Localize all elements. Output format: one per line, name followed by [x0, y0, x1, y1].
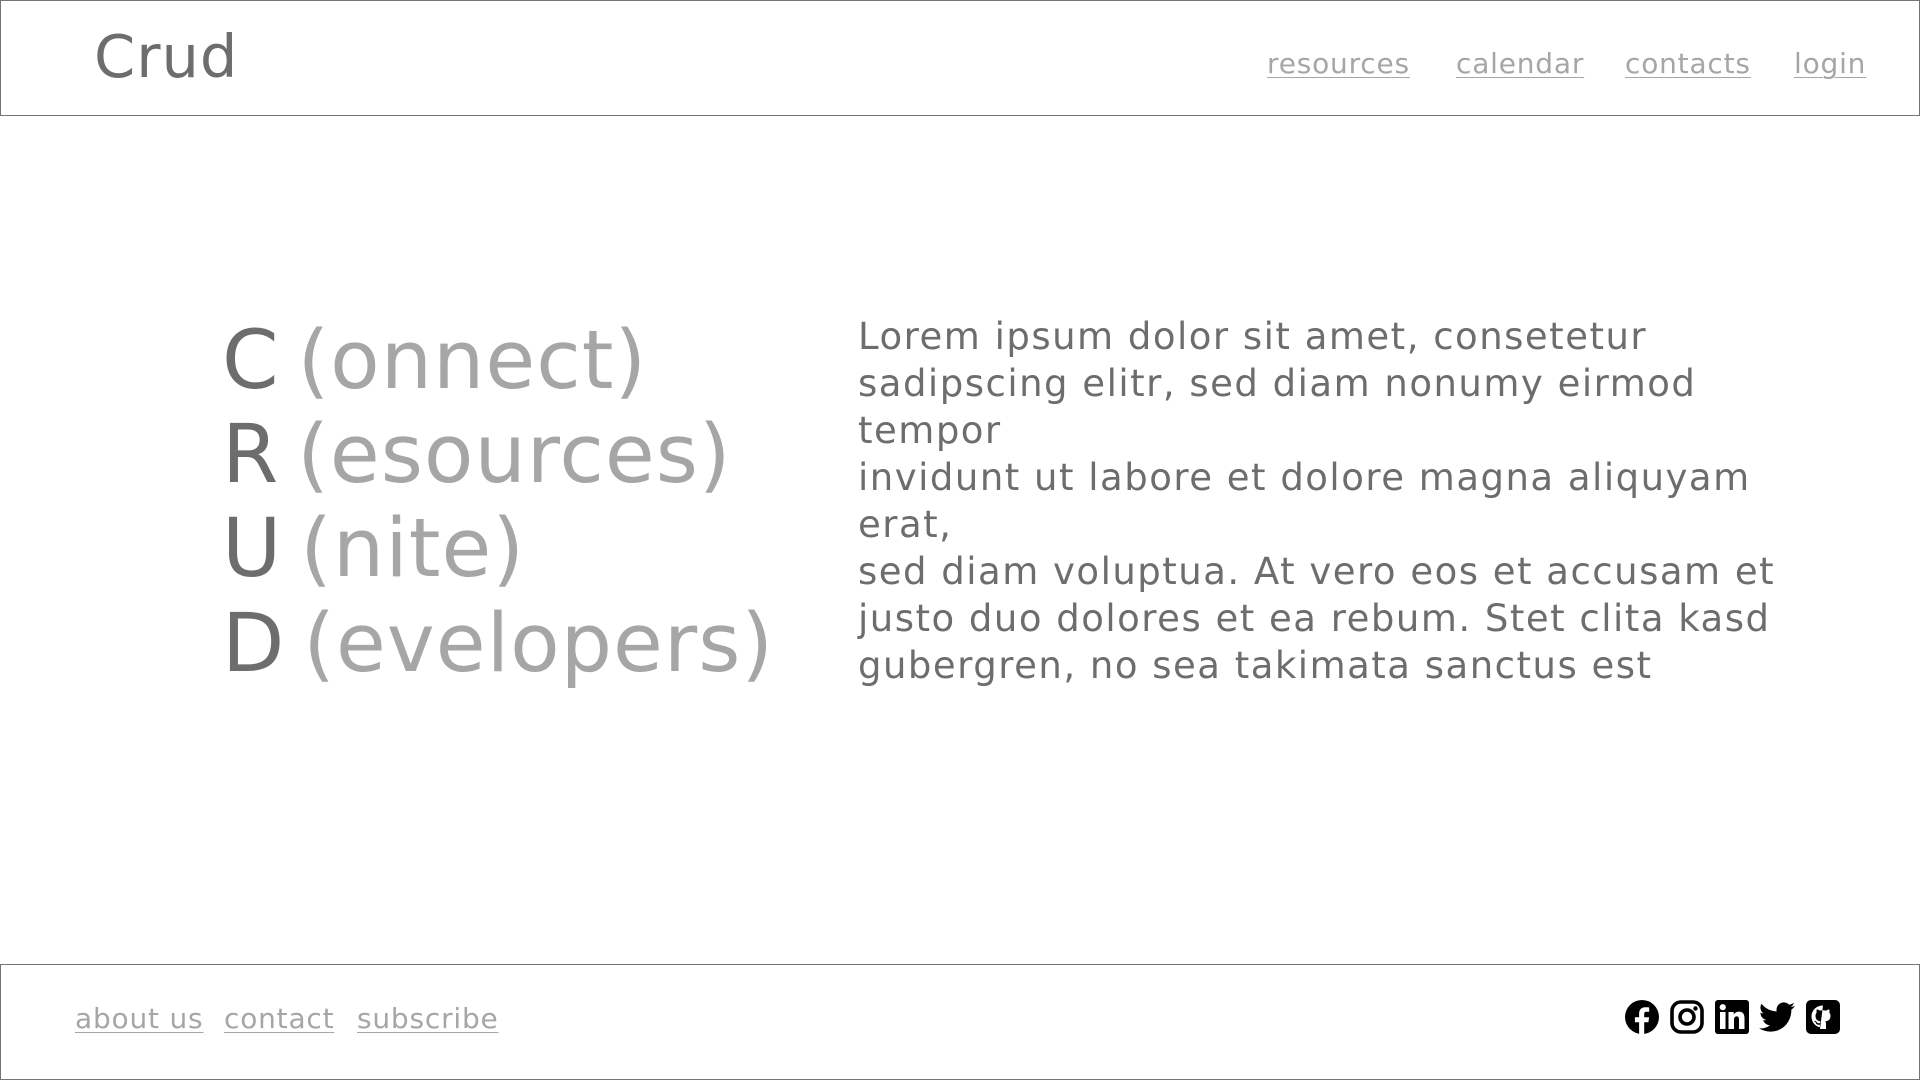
acronym-line-d: D (evelopers) [222, 596, 774, 692]
acronym-line-r: R (esources) [222, 407, 732, 503]
linkedin-icon[interactable] [1714, 999, 1750, 1035]
description-line: sadipscing elitr, sed diam nonumy eirmod [858, 362, 1697, 405]
nav-link-contacts[interactable]: contacts [1625, 47, 1751, 80]
hero-description: Lorem ipsum dolor sit amet, consetetur s… [858, 313, 1778, 689]
instagram-icon[interactable] [1669, 999, 1705, 1035]
description-line: Lorem ipsum dolor sit amet, consetetur [858, 315, 1648, 358]
acronym-expansion: (evelopers) [303, 597, 774, 691]
description-line: erat, [858, 503, 953, 546]
footer-link-about-us[interactable]: about us [75, 1002, 204, 1035]
acronym-expansion: (nite) [300, 502, 525, 596]
acronym-line-c: C (onnect) [222, 313, 647, 409]
footer-link-subscribe[interactable]: subscribe [357, 1002, 499, 1035]
description-line: justo duo dolores et ea rebum. Stet clit… [858, 597, 1771, 640]
acronym-letter: U [222, 502, 283, 596]
acronym-expansion: (onnect) [297, 314, 648, 408]
twitter-icon[interactable] [1759, 999, 1795, 1035]
footer-link-contact[interactable]: contact [224, 1002, 335, 1035]
acronym-letter: R [222, 408, 280, 502]
description-line: gubergren, no sea takimata sanctus est [858, 644, 1653, 687]
acronym-expansion: (esources) [297, 408, 732, 502]
acronym-letter: D [222, 597, 286, 691]
nav-link-calendar[interactable]: calendar [1456, 47, 1585, 80]
description-line: tempor [858, 409, 1002, 452]
footer: about us contact subscribe [0, 964, 1920, 1080]
nav-link-login[interactable]: login [1794, 47, 1867, 80]
logo[interactable]: Crud [94, 22, 239, 91]
facebook-icon[interactable] [1624, 999, 1660, 1035]
description-line: invidunt ut labore et dolore magna aliqu… [858, 456, 1751, 499]
header: Crud resources calendar contacts login [0, 0, 1920, 116]
acronym-line-u: U (nite) [222, 501, 525, 597]
description-line: sed diam voluptua. At vero eos et accusa… [858, 550, 1776, 593]
acronym-letter: C [222, 314, 280, 408]
nav-link-resources[interactable]: resources [1267, 47, 1410, 80]
github-icon[interactable] [1805, 999, 1841, 1035]
